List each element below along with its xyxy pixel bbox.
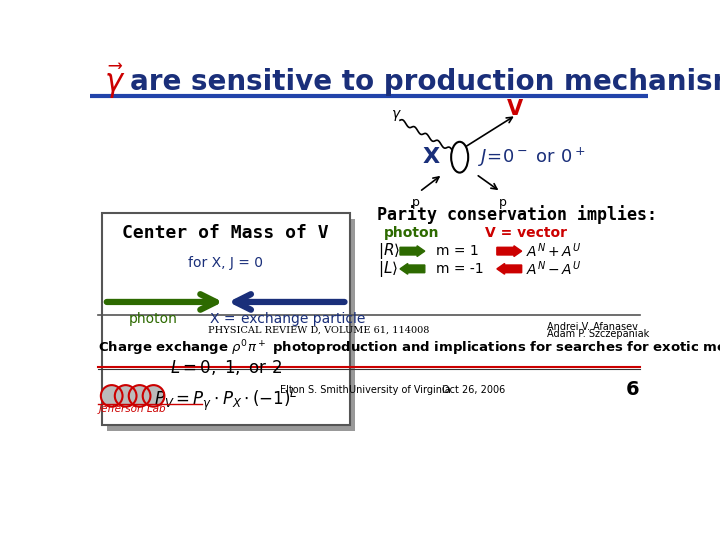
- Text: p: p: [499, 195, 507, 208]
- Text: Elton S. Smith: Elton S. Smith: [280, 384, 349, 395]
- Text: X: X: [423, 147, 440, 167]
- FancyBboxPatch shape: [107, 219, 355, 430]
- Circle shape: [143, 385, 164, 407]
- Text: $|R\rangle$: $|R\rangle$: [378, 241, 400, 261]
- Text: $L = 0,\ 1,\ \mathrm{or}\ 2$: $L = 0,\ 1,\ \mathrm{or}\ 2$: [170, 358, 282, 377]
- Text: $|L\rangle$: $|L\rangle$: [378, 259, 399, 279]
- Text: X =: X =: [210, 312, 235, 326]
- Text: Andrei V. Afanasev: Andrei V. Afanasev: [547, 322, 638, 332]
- Text: $\vec{\gamma}$: $\vec{\gamma}$: [104, 62, 125, 102]
- Text: $P_V = P_{\gamma}\cdot P_X\cdot(-1)^L$: $P_V = P_{\gamma}\cdot P_X\cdot(-1)^L$: [154, 387, 297, 413]
- Text: are sensitive to production mechanism: are sensitive to production mechanism: [130, 68, 720, 96]
- Text: $A^N + A^U$: $A^N + A^U$: [526, 242, 581, 260]
- Text: photon: photon: [129, 312, 178, 326]
- Text: Center of Mass of V: Center of Mass of V: [122, 224, 329, 242]
- Text: $\gamma$: $\gamma$: [391, 108, 402, 123]
- Text: Adam P. Szczepaniak: Adam P. Szczepaniak: [547, 329, 649, 339]
- FancyArrow shape: [497, 264, 522, 274]
- Text: V = vector: V = vector: [485, 226, 567, 240]
- Text: for X, J = 0: for X, J = 0: [188, 256, 263, 271]
- Text: Charge exchange $\rho^0\pi^+$ photoproduction and implications for searches for : Charge exchange $\rho^0\pi^+$ photoprodu…: [98, 339, 720, 358]
- FancyArrow shape: [400, 246, 425, 256]
- Text: m = 1: m = 1: [436, 244, 480, 258]
- FancyArrow shape: [497, 246, 522, 256]
- Text: Parity conservation implies:: Parity conservation implies:: [377, 205, 657, 225]
- Text: m = -1: m = -1: [436, 262, 484, 276]
- Text: V: V: [507, 99, 523, 119]
- Text: exchange particle: exchange particle: [241, 312, 366, 326]
- Text: $J\!=\!0^-\ \mathrm{or}\ 0^+$: $J\!=\!0^-\ \mathrm{or}\ 0^+$: [477, 146, 585, 169]
- Text: Oct 26, 2006: Oct 26, 2006: [442, 384, 505, 395]
- Text: photon: photon: [384, 226, 439, 240]
- FancyBboxPatch shape: [102, 213, 350, 425]
- Text: PHYSICAL REVIEW D, VOLUME 61, 114008: PHYSICAL REVIEW D, VOLUME 61, 114008: [208, 325, 429, 334]
- FancyArrow shape: [400, 264, 425, 274]
- Circle shape: [129, 385, 150, 407]
- Ellipse shape: [451, 142, 468, 173]
- Text: $A^N - A^U$: $A^N - A^U$: [526, 260, 581, 278]
- Circle shape: [114, 385, 137, 407]
- Text: Jefferson Lab: Jefferson Lab: [99, 404, 166, 414]
- Text: University of Virginia: University of Virginia: [349, 384, 451, 395]
- Circle shape: [101, 385, 122, 407]
- Text: p: p: [412, 195, 420, 208]
- Text: 6: 6: [626, 380, 639, 399]
